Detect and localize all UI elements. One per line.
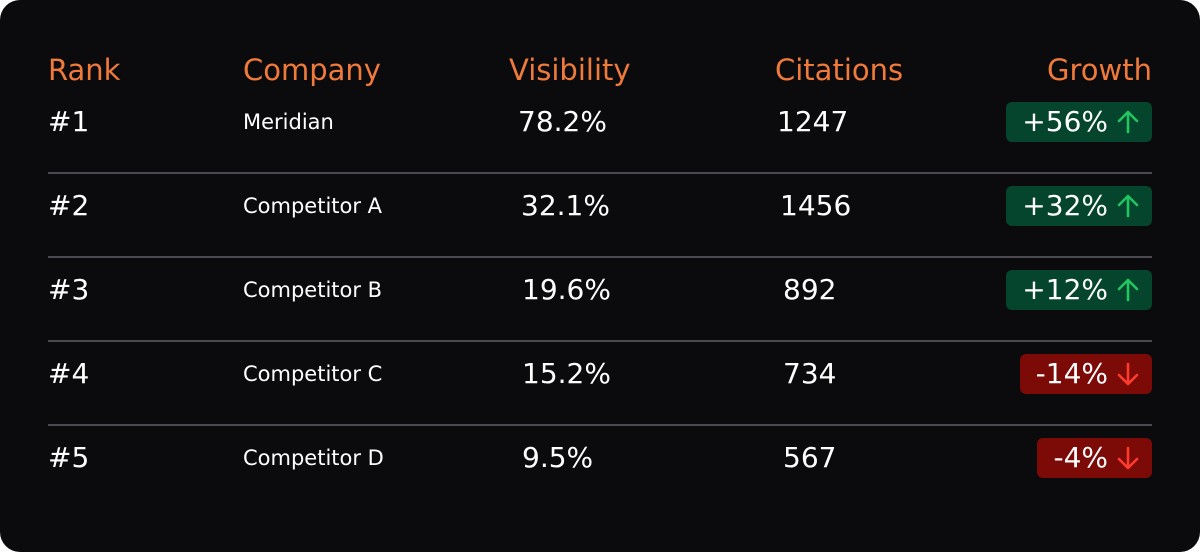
company-cell: Meridian bbox=[243, 110, 334, 134]
rank-cell: #2 bbox=[48, 189, 90, 222]
citations-cell: 567 bbox=[783, 441, 837, 474]
table-row: #4 Competitor C 15.2% 734 -14% bbox=[0, 342, 1200, 426]
header-citations: Citations bbox=[775, 53, 904, 87]
rank-cell: #5 bbox=[48, 441, 90, 474]
growth-value: +32% bbox=[1022, 189, 1108, 222]
growth-badge: +32% bbox=[1006, 186, 1152, 226]
company-cell: Competitor C bbox=[243, 362, 383, 386]
table-row: #3 Competitor B 19.6% 892 +12% bbox=[0, 258, 1200, 342]
citations-cell: 1247 bbox=[777, 105, 849, 138]
rank-cell: #3 bbox=[48, 273, 90, 306]
header-growth: Growth bbox=[1047, 53, 1152, 87]
visibility-cell: 32.1% bbox=[521, 189, 610, 222]
row-divider bbox=[48, 256, 1152, 258]
company-cell: Competitor B bbox=[243, 278, 383, 302]
visibility-cell: 9.5% bbox=[522, 441, 594, 474]
growth-badge: -14% bbox=[1019, 354, 1152, 394]
citations-cell: 734 bbox=[783, 357, 837, 390]
growth-value: -4% bbox=[1053, 441, 1108, 474]
arrow-up-icon bbox=[1116, 276, 1140, 304]
header-company: Company bbox=[243, 53, 381, 87]
row-divider bbox=[48, 340, 1152, 342]
row-divider bbox=[48, 172, 1152, 174]
growth-badge: +12% bbox=[1006, 270, 1152, 310]
arrow-down-icon bbox=[1116, 360, 1140, 388]
arrow-down-icon bbox=[1116, 444, 1140, 472]
table-row: #5 Competitor D 9.5% 567 -4% bbox=[0, 426, 1200, 510]
rank-cell: #4 bbox=[48, 357, 90, 390]
visibility-cell: 78.2% bbox=[518, 105, 607, 138]
citations-cell: 892 bbox=[783, 273, 837, 306]
header-rank: Rank bbox=[48, 53, 121, 87]
header-visibility: Visibility bbox=[509, 53, 631, 87]
row-divider bbox=[48, 424, 1152, 426]
rank-cell: #1 bbox=[48, 105, 90, 138]
arrow-up-icon bbox=[1116, 192, 1140, 220]
table-row: #1 Meridian 78.2% 1247 +56% bbox=[0, 90, 1200, 174]
company-cell: Competitor D bbox=[243, 446, 384, 470]
growth-badge: -4% bbox=[1037, 438, 1152, 478]
visibility-cell: 19.6% bbox=[522, 273, 611, 306]
growth-value: +12% bbox=[1022, 273, 1108, 306]
table-row: #2 Competitor A 32.1% 1456 +32% bbox=[0, 174, 1200, 258]
arrow-up-icon bbox=[1116, 108, 1140, 136]
citations-cell: 1456 bbox=[780, 189, 852, 222]
growth-value: +56% bbox=[1022, 105, 1108, 138]
visibility-cell: 15.2% bbox=[522, 357, 611, 390]
growth-badge: +56% bbox=[1006, 102, 1152, 142]
company-cell: Competitor A bbox=[243, 194, 383, 218]
growth-value: -14% bbox=[1035, 357, 1108, 390]
